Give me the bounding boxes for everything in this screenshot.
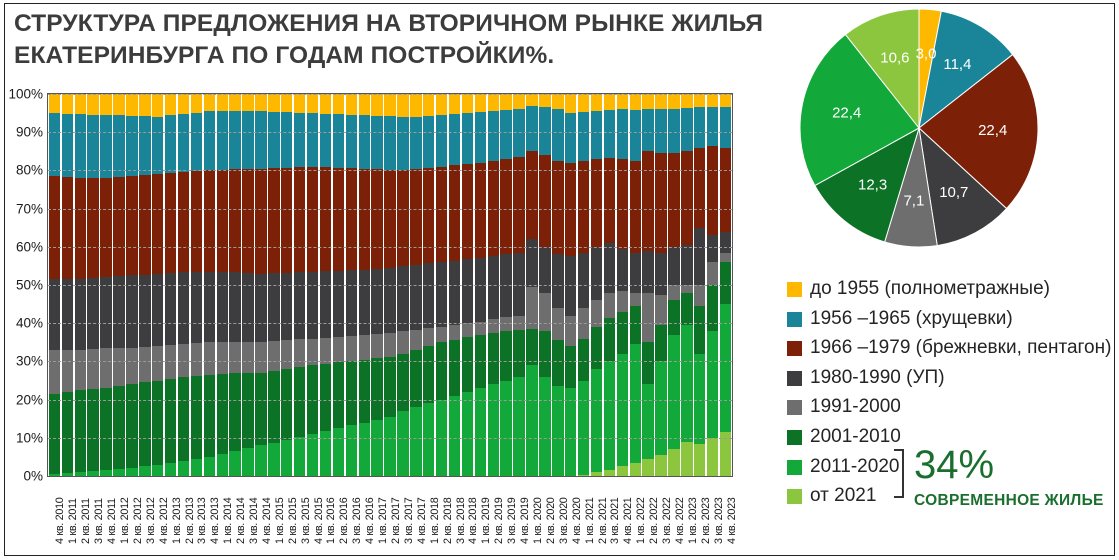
svg-text:22,4: 22,4 (978, 122, 1007, 139)
svg-text:12,3: 12,3 (858, 176, 887, 193)
svg-text:10,6: 10,6 (880, 49, 909, 66)
svg-text:3,0: 3,0 (916, 45, 937, 62)
svg-text:10,7: 10,7 (939, 184, 968, 201)
svg-text:7,1: 7,1 (903, 193, 924, 210)
svg-text:22,4: 22,4 (832, 104, 861, 121)
svg-text:11,4: 11,4 (943, 56, 971, 73)
